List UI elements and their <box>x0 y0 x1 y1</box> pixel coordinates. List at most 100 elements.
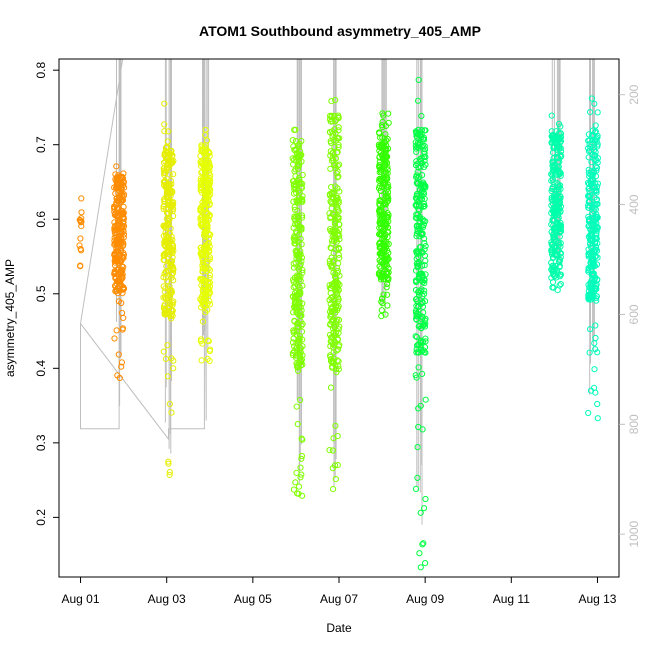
data-point <box>594 240 601 247</box>
data-point <box>585 192 592 199</box>
y2-tick-label: 800 <box>627 414 641 434</box>
data-point <box>585 409 592 417</box>
data-point <box>295 367 302 374</box>
data-point <box>336 236 343 243</box>
data-point <box>587 387 595 394</box>
data-point <box>328 338 335 345</box>
data-point <box>116 219 123 226</box>
data-point <box>200 177 207 184</box>
data-point <box>590 280 597 287</box>
data-point <box>296 298 303 305</box>
data-point <box>334 269 341 276</box>
data-point <box>167 177 174 184</box>
data-point <box>202 198 209 205</box>
data-point <box>549 133 556 140</box>
data-point <box>164 161 171 168</box>
data-point <box>335 244 342 251</box>
data-point <box>164 278 171 285</box>
data-point <box>594 400 601 408</box>
data-point <box>297 261 304 268</box>
data-point <box>203 137 211 144</box>
data-point <box>594 143 601 150</box>
data-point <box>299 343 306 350</box>
data-point <box>120 249 127 257</box>
data-point <box>414 168 421 175</box>
data-point <box>594 214 601 221</box>
data-point <box>382 122 390 130</box>
x-tick-label: Aug 11 <box>493 592 530 606</box>
data-point <box>420 218 427 225</box>
data-point <box>112 254 119 261</box>
data-point <box>291 206 299 213</box>
data-point <box>382 151 389 158</box>
data-point <box>204 209 211 217</box>
plot-layer <box>76 58 602 571</box>
data-point <box>413 211 420 218</box>
data-point <box>553 228 560 235</box>
data-point <box>592 128 599 135</box>
data-point <box>589 151 596 158</box>
data-point <box>76 216 83 223</box>
data-point <box>422 154 429 161</box>
data-point <box>163 209 171 216</box>
data-point <box>292 289 299 297</box>
data-point <box>550 137 558 144</box>
data-point <box>594 349 601 356</box>
data-point <box>328 309 335 316</box>
data-point <box>586 232 594 239</box>
data-point <box>120 231 128 238</box>
data-point <box>384 198 391 205</box>
data-point <box>334 284 341 291</box>
data-point <box>384 302 391 309</box>
data-point <box>413 346 420 353</box>
data-point <box>332 96 339 104</box>
data-point <box>111 208 118 215</box>
data-point <box>421 287 428 294</box>
data-point <box>556 282 563 289</box>
data-point <box>201 167 208 174</box>
data-point <box>77 235 84 242</box>
data-point <box>421 240 428 247</box>
data-point <box>295 243 302 250</box>
data-point <box>379 300 386 307</box>
data-point <box>120 285 127 292</box>
data-point <box>549 255 557 262</box>
data-point <box>557 225 564 233</box>
data-point <box>557 194 564 201</box>
data-point <box>335 251 342 258</box>
data-point <box>557 130 565 137</box>
data-point <box>289 137 296 144</box>
data-point <box>419 224 427 231</box>
data-point <box>551 245 559 252</box>
data-point <box>197 152 204 159</box>
data-point <box>330 325 337 332</box>
data-point <box>415 364 422 371</box>
data-point <box>162 169 169 176</box>
data-point <box>594 159 601 166</box>
data-point <box>334 135 342 142</box>
point-cluster <box>375 110 392 320</box>
data-point <box>334 304 342 311</box>
point-cluster <box>289 126 306 499</box>
data-point <box>412 372 419 379</box>
data-point <box>334 194 341 201</box>
data-point <box>594 109 601 116</box>
data-point <box>588 95 596 102</box>
data-point <box>203 228 210 235</box>
data-point <box>586 349 593 356</box>
data-point <box>557 254 564 261</box>
data-point <box>333 347 340 354</box>
data-point <box>555 120 563 128</box>
data-point <box>549 176 557 183</box>
data-point <box>293 150 300 157</box>
data-point <box>291 126 298 133</box>
data-point <box>333 149 340 156</box>
data-point <box>382 205 389 213</box>
data-point <box>205 192 212 199</box>
data-point <box>377 134 384 141</box>
data-point <box>593 187 600 194</box>
data-point <box>412 485 420 492</box>
data-point <box>166 471 173 478</box>
data-point <box>585 250 592 258</box>
